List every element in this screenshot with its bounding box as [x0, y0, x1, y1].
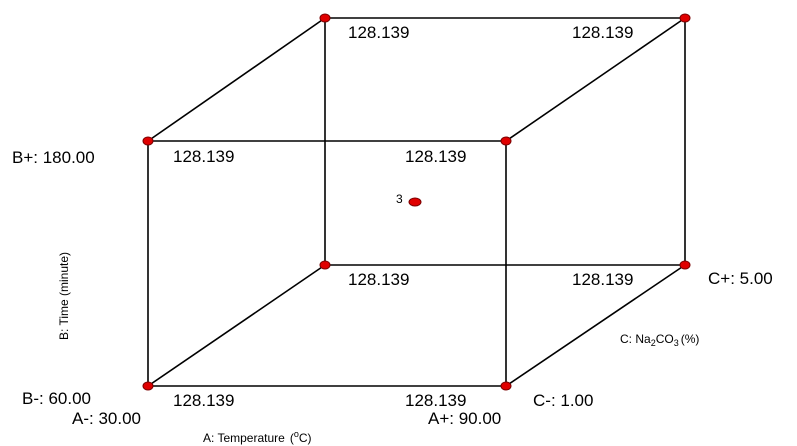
node-front-bottom-left — [142, 381, 154, 391]
factor-c-low-label: C-: 1.00 — [533, 391, 593, 410]
node-back-top-right — [679, 13, 691, 23]
node-center-point — [408, 197, 422, 207]
value-back-bottom-right: 128.139 — [572, 270, 633, 289]
value-back-top-right: 128.139 — [572, 23, 633, 42]
value-front-bottom-right: 128.139 — [405, 391, 466, 410]
edge-depth-bottom-right — [505, 264, 686, 387]
factor-b-high-label: B+: 180.00 — [12, 148, 95, 167]
value-front-top-left: 128.139 — [173, 147, 234, 166]
node-front-bottom-right — [500, 381, 512, 391]
node-back-bottom-right — [679, 260, 691, 270]
node-front-top-right — [500, 136, 512, 146]
value-back-top-left: 128.139 — [348, 23, 409, 42]
value-back-bottom-left: 128.139 — [348, 270, 409, 289]
factor-a-high-label: A+: 90.00 — [428, 409, 501, 428]
node-front-top-left — [142, 136, 154, 146]
factor-a-axis-title: A: Temperature (oC) — [203, 429, 312, 445]
center-point-count: 3 — [396, 192, 403, 206]
factor-a-low-label: A-: 30.00 — [72, 409, 141, 428]
node-back-top-left — [319, 13, 331, 23]
factor-b-axis-title: B: Time (minute) — [57, 252, 71, 340]
factor-c-axis-title: C: Na2CO3 (%) — [620, 332, 699, 348]
value-front-top-right: 128.139 — [405, 147, 466, 166]
value-front-bottom-left: 128.139 — [173, 391, 234, 410]
factor-c-high-label: C+: 5.00 — [708, 269, 773, 288]
node-back-bottom-left — [319, 260, 331, 270]
edge-depth-top-right — [505, 17, 686, 142]
edge-depth-bottom-left — [147, 264, 326, 387]
edge-depth-top-left — [147, 17, 326, 142]
factor-b-low-label: B-: 60.00 — [22, 389, 91, 408]
